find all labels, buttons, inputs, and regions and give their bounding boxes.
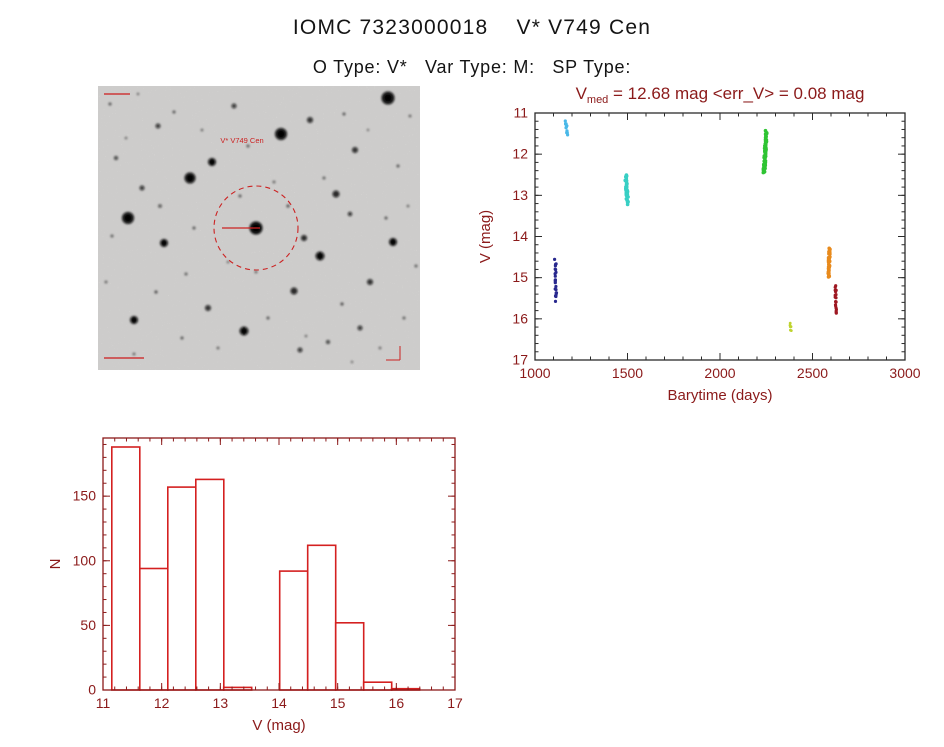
svg-text:50: 50 — [80, 617, 96, 633]
svg-text:2500: 2500 — [797, 365, 828, 381]
finder-compass-mark — [386, 346, 401, 361]
svg-text:16: 16 — [512, 310, 528, 326]
svg-text:3000: 3000 — [889, 365, 920, 381]
svg-text:100: 100 — [73, 552, 97, 568]
page-subtitle: O Type: V* Var Type: M: SP Type: — [312, 57, 632, 77]
svg-text:13: 13 — [512, 187, 528, 203]
axis-ticks — [102, 438, 456, 691]
series-epoch-4 — [761, 128, 769, 175]
page-title: IOMC 7323000018 V* V749 Cen — [292, 16, 652, 39]
histogram-bar — [306, 544, 337, 691]
series-epoch-7 — [833, 284, 838, 315]
histogram-bar — [195, 478, 225, 691]
svg-text:11: 11 — [96, 695, 111, 711]
finder-target-label: V* V749 Cen — [220, 136, 263, 145]
series-epoch-3 — [623, 173, 630, 207]
svg-text:14: 14 — [512, 228, 528, 244]
histogram-bar — [139, 567, 169, 691]
x-tick-labels: 1000 1500 2000 2500 3000 — [519, 365, 920, 381]
y-tick-labels: 0 50 100 150 — [73, 488, 97, 698]
y-axis-label: N — [47, 559, 64, 570]
y-axis-label: V (mag) — [477, 210, 494, 263]
histogram-bar — [362, 681, 393, 691]
svg-text:12: 12 — [154, 695, 170, 711]
series-epoch-1 — [553, 257, 559, 303]
histogram-bar — [334, 622, 365, 691]
finder-chart-image: V* V749 Cen — [98, 86, 420, 370]
finder-annotation-mark-bottom — [104, 357, 144, 359]
x-axis-label: Barytime (days) — [667, 387, 772, 404]
target-circle — [213, 185, 299, 271]
x-tick-labels: 11 12 13 14 15 16 17 — [96, 695, 463, 711]
svg-text:1000: 1000 — [519, 365, 550, 381]
svg-text:15: 15 — [330, 695, 346, 711]
svg-text:15: 15 — [512, 269, 528, 285]
lightcurve-title: Vmed = 12.68 mag <err_V> = 0.08 mag — [576, 84, 865, 106]
finder-annotation-mark-top — [104, 93, 130, 95]
lightcurve-points — [553, 119, 838, 332]
svg-text:16: 16 — [389, 695, 405, 711]
v-magnitude-histogram-chart: 11 12 13 14 15 16 17 0 50 100 150 V (mag) N — [47, 437, 463, 734]
svg-text:17: 17 — [447, 695, 463, 711]
x-axis-label: V (mag) — [252, 717, 305, 734]
histogram-bars — [111, 446, 421, 691]
svg-text:0: 0 — [88, 682, 96, 698]
star-field — [104, 91, 418, 364]
histogram-bar — [167, 486, 197, 691]
histogram-bar — [278, 570, 309, 691]
series-epoch-5 — [788, 321, 793, 332]
series-epoch-6 — [826, 246, 832, 279]
plot-frame — [534, 112, 906, 361]
svg-text:13: 13 — [213, 695, 229, 711]
y-tick-labels: 11 12 13 14 15 16 17 — [512, 105, 528, 368]
svg-text:11: 11 — [513, 105, 528, 121]
axis-ticks — [534, 112, 906, 361]
svg-text:12: 12 — [512, 146, 528, 162]
svg-text:150: 150 — [73, 488, 97, 504]
svg-text:17: 17 — [512, 352, 528, 368]
svg-text:2000: 2000 — [704, 365, 735, 381]
series-epoch-2 — [563, 119, 570, 137]
svg-text:14: 14 — [271, 695, 287, 711]
histogram-bar — [111, 446, 141, 691]
svg-text:1500: 1500 — [612, 365, 643, 381]
